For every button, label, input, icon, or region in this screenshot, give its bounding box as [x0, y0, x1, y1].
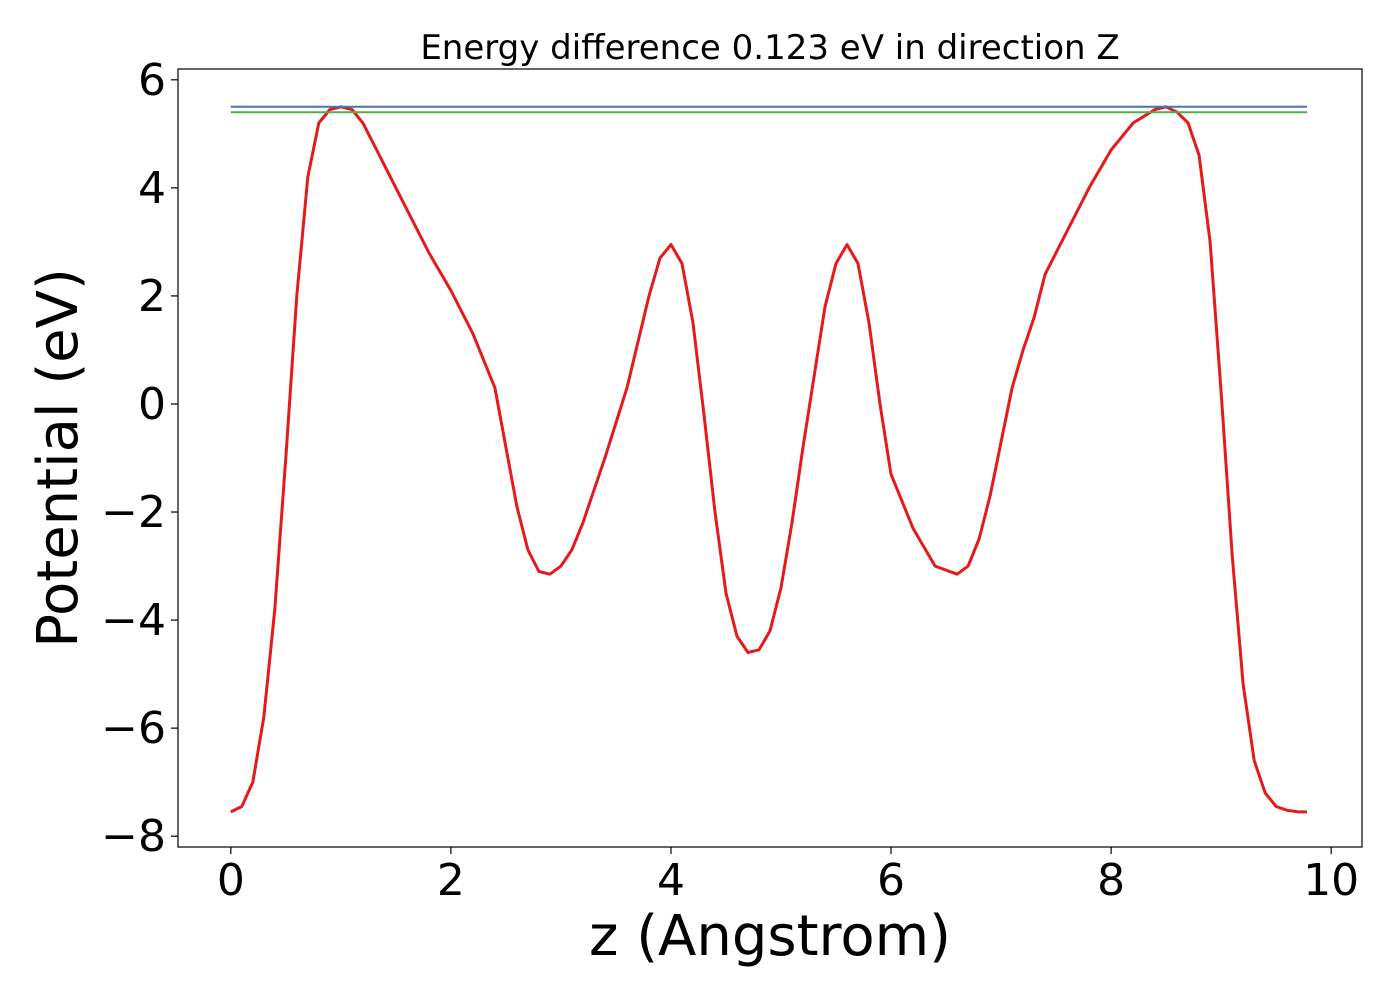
y-axis-ticks: −8 −6 −4 −2 0 2 4 6 — [101, 55, 178, 862]
y-tick-label: 4 — [138, 163, 166, 214]
x-tick-label: 6 — [877, 855, 905, 906]
chart-title: Energy difference 0.123 eV in direction … — [420, 28, 1119, 68]
series-line-0 — [230, 105, 1307, 814]
y-tick-label: −2 — [101, 487, 166, 538]
x-tick-label: 2 — [437, 855, 465, 906]
y-tick-label: −8 — [101, 811, 166, 862]
x-tick-label: 4 — [657, 855, 685, 906]
plot-area — [177, 68, 1363, 848]
y-tick-label: 6 — [138, 55, 166, 106]
series-layer — [230, 105, 1307, 814]
y-tick-label: −4 — [101, 595, 166, 646]
y-tick-label: 0 — [138, 379, 166, 430]
x-tick-label: 0 — [217, 855, 245, 906]
x-axis-ticks: 0 2 4 6 8 10 — [217, 847, 1359, 906]
x-tick-label: 8 — [1097, 855, 1125, 906]
y-axis-label: Potential (eV) — [26, 268, 91, 648]
y-tick-label: 2 — [138, 271, 166, 322]
x-tick-label: 10 — [1303, 855, 1359, 906]
y-tick-label: −6 — [101, 703, 166, 754]
x-axis-label: z (Angstrom) — [589, 904, 951, 969]
